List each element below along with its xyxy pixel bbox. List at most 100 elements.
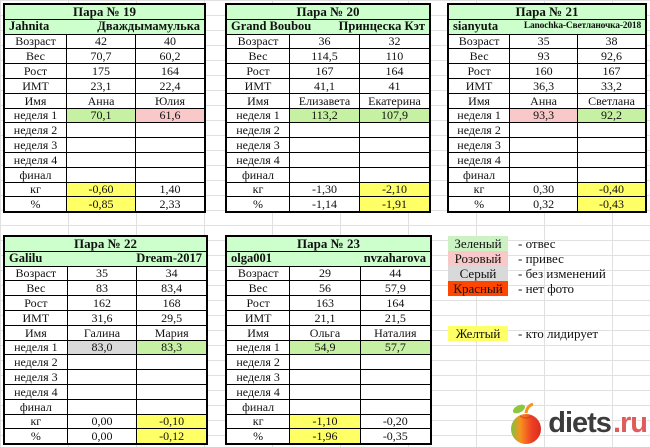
pair-nicknames-row[interactable]: Jahnita Дваждымамулька — [5, 19, 204, 34]
value-cell-left[interactable]: 114,5 — [290, 49, 359, 64]
row-label[interactable]: неделя 3 — [449, 138, 510, 152]
row-label[interactable]: кг — [227, 182, 289, 197]
value-cell-right[interactable]: 41 — [360, 78, 429, 93]
value-cell-left[interactable]: -1,30 — [290, 182, 359, 197]
value-cell-left[interactable]: Анна — [510, 93, 578, 108]
value-cell-left[interactable]: 21,1 — [290, 310, 360, 325]
row-label[interactable]: неделя 4 — [227, 152, 289, 167]
value-cell-right[interactable]: 164 — [360, 296, 430, 310]
row-label[interactable]: Имя — [5, 93, 67, 108]
value-cell-right[interactable]: 32 — [360, 34, 429, 49]
row-label[interactable]: неделя 1 — [5, 340, 67, 355]
value-cell-right[interactable]: 44 — [360, 266, 430, 281]
value-cell-right[interactable]: 107,9 — [360, 108, 429, 123]
row-label[interactable]: % — [5, 429, 67, 444]
value-cell-right[interactable] — [360, 370, 430, 384]
value-cell-right[interactable]: 60,2 — [136, 49, 204, 64]
value-cell-left[interactable]: 0,32 — [510, 197, 578, 212]
value-cell-right[interactable]: Мария — [137, 325, 206, 340]
value-cell-right[interactable] — [360, 167, 429, 182]
pair-title[interactable]: Пара № 19 — [5, 5, 204, 19]
pair-title[interactable]: Пара № 20 — [227, 5, 429, 19]
row-label[interactable]: неделя 4 — [449, 152, 510, 167]
value-cell-left[interactable]: 35 — [67, 266, 137, 281]
value-cell-right[interactable] — [578, 152, 645, 167]
row-label[interactable]: неделя 1 — [227, 340, 290, 355]
value-cell-right[interactable]: Юлия — [136, 93, 204, 108]
pair-title[interactable]: Пара № 22 — [5, 237, 206, 251]
row-label[interactable]: неделя 4 — [5, 384, 67, 399]
value-cell-left[interactable]: 54,9 — [290, 340, 360, 355]
value-cell-left[interactable]: Анна — [67, 93, 136, 108]
value-cell-left[interactable] — [67, 355, 137, 370]
value-cell-left[interactable] — [67, 370, 137, 384]
value-cell-left[interactable] — [67, 123, 136, 138]
value-cell-right[interactable] — [360, 399, 430, 414]
row-label[interactable]: финал — [449, 167, 510, 182]
value-cell-right[interactable]: 92,2 — [578, 108, 645, 123]
value-cell-left[interactable]: 31,6 — [67, 310, 137, 325]
value-cell-left[interactable]: 175 — [67, 64, 136, 78]
value-cell-right[interactable] — [136, 138, 204, 152]
value-cell-right[interactable]: 40 — [136, 34, 204, 49]
value-cell-right[interactable]: 164 — [360, 64, 429, 78]
value-cell-right[interactable]: 33,2 — [578, 78, 645, 93]
row-label[interactable]: ИМТ — [5, 310, 67, 325]
value-cell-right[interactable] — [137, 384, 206, 399]
value-cell-left[interactable] — [510, 167, 578, 182]
row-label[interactable]: Возраст — [5, 34, 67, 49]
row-label[interactable]: ИМТ — [227, 310, 290, 325]
value-cell-left[interactable]: 56 — [290, 281, 360, 296]
row-label[interactable]: неделя 3 — [5, 370, 67, 384]
value-cell-right[interactable] — [360, 123, 429, 138]
row-label[interactable]: Рост — [5, 296, 67, 310]
value-cell-right[interactable]: -0,10 — [137, 414, 206, 429]
row-label[interactable]: финал — [5, 167, 67, 182]
row-label[interactable]: неделя 1 — [5, 108, 67, 123]
value-cell-left[interactable] — [67, 167, 136, 182]
pair-nicknames-row[interactable]: sianyuta Lanochka-Светланочка-2018 — [449, 19, 645, 34]
row-label[interactable]: неделя 2 — [449, 123, 510, 138]
value-cell-right[interactable] — [360, 355, 430, 370]
value-cell-left[interactable]: 29 — [290, 266, 360, 281]
value-cell-right[interactable]: 168 — [137, 296, 206, 310]
row-label[interactable]: кг — [449, 182, 510, 197]
value-cell-left[interactable] — [67, 399, 137, 414]
row-label[interactable]: финал — [227, 399, 290, 414]
value-cell-right[interactable]: -0,43 — [578, 197, 645, 212]
row-label[interactable]: неделя 4 — [227, 384, 290, 399]
row-label[interactable]: % — [227, 429, 290, 444]
value-cell-left[interactable]: 0,00 — [67, 429, 137, 444]
pair-title[interactable]: Пара № 23 — [227, 237, 430, 251]
row-label[interactable]: Вес — [227, 49, 289, 64]
value-cell-left[interactable] — [510, 138, 578, 152]
value-cell-right[interactable]: 29,5 — [137, 310, 206, 325]
pair-title[interactable]: Пара № 21 — [449, 5, 645, 19]
value-cell-left[interactable]: 35 — [510, 34, 578, 49]
value-cell-left[interactable] — [290, 138, 359, 152]
value-cell-left[interactable]: 42 — [67, 34, 136, 49]
row-label[interactable]: Возраст — [227, 266, 290, 281]
value-cell-left[interactable]: -0,85 — [67, 197, 136, 212]
row-label[interactable]: кг — [5, 182, 67, 197]
value-cell-left[interactable]: 167 — [290, 64, 359, 78]
value-cell-left[interactable] — [290, 167, 359, 182]
value-cell-right[interactable] — [360, 152, 429, 167]
value-cell-left[interactable]: 0,00 — [67, 414, 137, 429]
value-cell-left[interactable] — [510, 123, 578, 138]
value-cell-right[interactable] — [578, 123, 645, 138]
value-cell-right[interactable]: Светлана — [578, 93, 645, 108]
value-cell-left[interactable]: Елизавета — [290, 93, 359, 108]
value-cell-right[interactable]: 22,4 — [136, 78, 204, 93]
row-label[interactable]: финал — [227, 167, 289, 182]
row-label[interactable]: неделя 4 — [5, 152, 67, 167]
value-cell-left[interactable] — [290, 123, 359, 138]
row-label[interactable]: Вес — [227, 281, 290, 296]
value-cell-left[interactable]: 36,3 — [510, 78, 578, 93]
value-cell-left[interactable] — [290, 399, 360, 414]
value-cell-right[interactable]: 83,3 — [137, 340, 206, 355]
row-label[interactable]: кг — [227, 414, 290, 429]
value-cell-right[interactable] — [360, 384, 430, 399]
row-label[interactable]: Возраст — [5, 266, 67, 281]
value-cell-left[interactable] — [67, 138, 136, 152]
